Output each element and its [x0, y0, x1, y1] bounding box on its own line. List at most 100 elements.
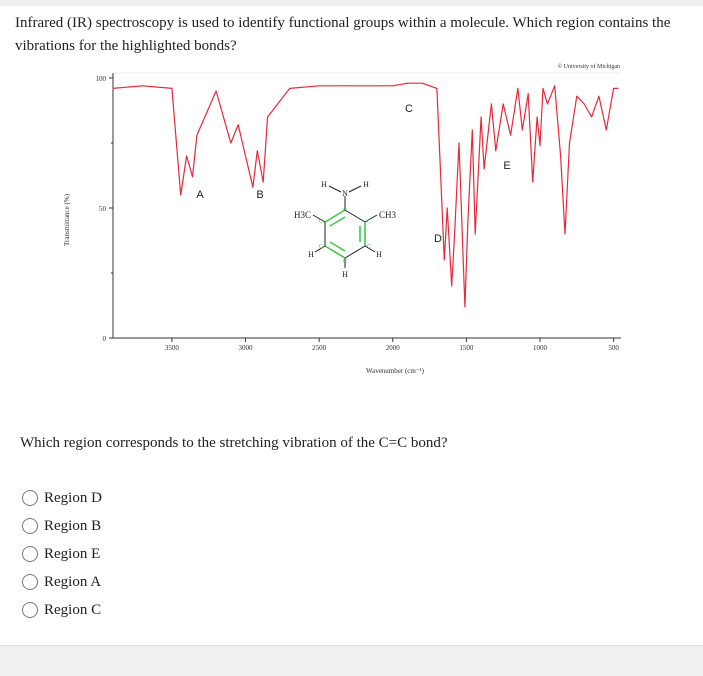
spectrum-point: [480, 116, 482, 118]
spectrum-point: [564, 233, 566, 235]
spectrum-point: [421, 82, 423, 84]
spectrum-point: [576, 95, 578, 97]
x-tick-group: 3500 3000 2500 2000 1500 1000 500: [165, 338, 619, 352]
answer-options: Region D Region B Region E Region A Regi…: [22, 484, 102, 624]
spectrum-point: [392, 85, 394, 87]
y-tick-label: 100: [96, 75, 107, 83]
x-tick-label: 2000: [386, 344, 401, 352]
spectrum-point: [467, 220, 469, 222]
region-label-e: E: [503, 160, 510, 172]
carbon-label: C: [343, 259, 347, 265]
spectrum-point: [502, 103, 504, 105]
option-region-a[interactable]: Region A: [22, 568, 102, 596]
spectrum-point: [237, 124, 239, 126]
spectrum-point: [532, 181, 534, 183]
y-tick-label: 0: [103, 335, 107, 343]
spectrum-point: [483, 168, 485, 170]
carbon-label: C: [367, 219, 371, 225]
spectrum-point: [542, 87, 544, 89]
y-tick-label: 50: [99, 205, 107, 213]
spectrum-point: [348, 85, 350, 87]
spectrum-point: [215, 90, 217, 92]
spectrum-point: [546, 103, 548, 105]
radio-button[interactable]: [22, 490, 38, 506]
spectrum-point: [510, 134, 512, 136]
option-label: Region A: [44, 573, 102, 590]
methyl-left-label: H3C: [294, 210, 311, 220]
spectrum-point: [490, 103, 492, 105]
hydrogen-label: H: [342, 270, 348, 279]
option-label: Region E: [44, 545, 101, 562]
spectrum-point: [613, 87, 615, 89]
spectrum-point: [141, 85, 143, 87]
spectrum-point: [192, 176, 193, 178]
footer-bar: [0, 645, 703, 676]
spectrum-point: [495, 150, 497, 152]
carbon-label: C: [319, 244, 323, 250]
region-label-c: C: [405, 103, 413, 115]
x-tick-label: 3000: [239, 344, 254, 352]
spectrum-point: [617, 87, 619, 89]
hydrogen-label: H: [363, 180, 369, 189]
spectrum-point: [436, 87, 438, 89]
spectrum-point: [598, 95, 600, 97]
spectrum-line: [112, 82, 619, 308]
option-region-c[interactable]: Region C: [22, 596, 102, 624]
spectrum-point: [180, 194, 182, 196]
hydrogen-label: H: [376, 250, 382, 259]
radio-button[interactable]: [22, 602, 38, 618]
spectrum-point: [230, 142, 232, 144]
hydrogen-label: H: [321, 180, 327, 189]
radio-button[interactable]: [22, 518, 38, 534]
spectrum-point: [443, 259, 445, 261]
spectrum-point: [245, 155, 246, 157]
question-text: Infrared (IR) spectroscopy is used to id…: [15, 15, 671, 54]
spectrum-point: [583, 103, 585, 105]
radio-button[interactable]: [22, 574, 38, 590]
spectrum-point: [262, 181, 264, 183]
spectrum-point: [454, 233, 456, 235]
spectrum-point: [527, 93, 529, 95]
spectrum-point: [446, 207, 448, 209]
spectrum-point: [252, 186, 254, 188]
y-axis-label: Transmittance (%): [63, 193, 71, 246]
spectrum-point: [112, 87, 114, 89]
spectrum-point: [554, 85, 556, 87]
spectrum-point: [591, 116, 593, 118]
molecule-structure: N H H H H H C C C C C C H3C CH3: [294, 180, 397, 279]
spectrum-point: [407, 82, 408, 84]
spectrum-point: [196, 134, 198, 136]
x-tick-label: 1500: [459, 344, 474, 352]
spectrum-point: [536, 116, 538, 118]
copyright-text: © University of Michigan: [558, 63, 620, 70]
spectrum-point: [377, 85, 379, 87]
x-tick-label: 1000: [533, 344, 548, 352]
spectrum-point: [517, 87, 519, 89]
region-label-d: D: [434, 233, 442, 245]
spectrum-point: [560, 155, 562, 157]
spectrum-point: [474, 233, 476, 235]
x-tick-label: 2500: [312, 344, 327, 352]
nitrogen-label: N: [342, 189, 348, 198]
ir-spectrum-figure: © University of Michigan 100 50 0 Transm…: [63, 63, 621, 375]
region-label-b: B: [256, 189, 263, 201]
spectrum-point: [605, 129, 607, 131]
option-label: Region C: [44, 601, 102, 618]
spectrum-point: [451, 285, 453, 287]
option-region-e[interactable]: Region E: [22, 540, 102, 568]
spectrum-point: [539, 145, 541, 147]
spectrum-point: [289, 87, 291, 89]
x-tick-label: 3500: [165, 344, 180, 352]
spectrum-point: [569, 142, 570, 144]
y-tick-group: 100 50 0: [96, 75, 113, 343]
x-tick-label: 500: [608, 344, 619, 352]
spectrum-point: [256, 150, 258, 152]
radio-button[interactable]: [22, 546, 38, 562]
option-region-b[interactable]: Region B: [22, 512, 102, 540]
spectrum-point: [458, 142, 460, 144]
option-region-d[interactable]: Region D: [22, 484, 102, 512]
carbon-label: C: [319, 219, 323, 225]
region-label-a: A: [196, 189, 204, 201]
spectrum-point: [471, 129, 473, 131]
carbon-label: C: [343, 208, 347, 214]
